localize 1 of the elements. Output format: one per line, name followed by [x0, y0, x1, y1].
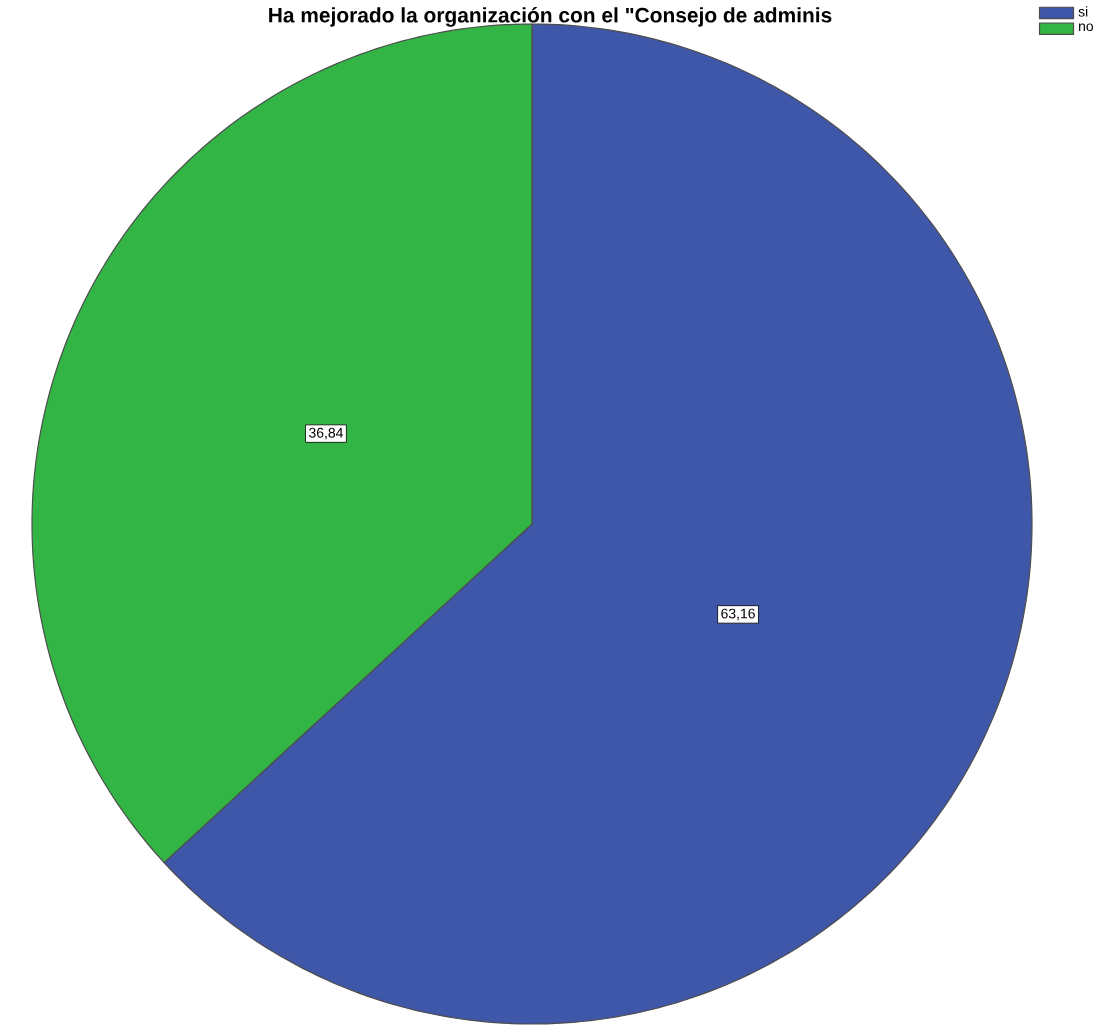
chart-title: Ha mejorado la organización con el "Consejo de adminis: [269, 7, 832, 27]
